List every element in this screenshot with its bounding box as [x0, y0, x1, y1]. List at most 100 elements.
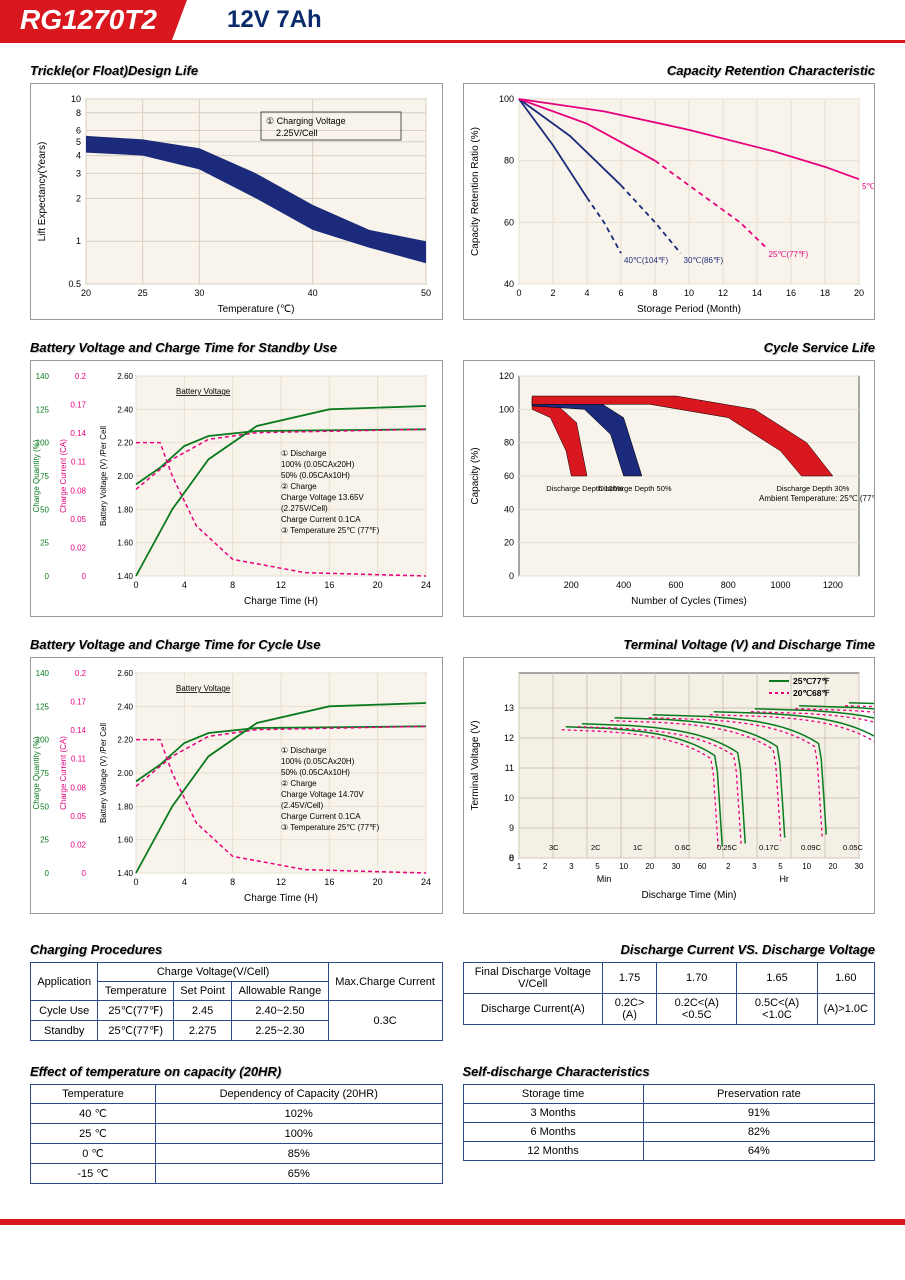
svg-text:40: 40	[503, 279, 513, 289]
svg-text:20℃68℉: 20℃68℉	[793, 688, 830, 698]
svg-text:0: 0	[508, 571, 513, 581]
svg-text:100: 100	[498, 404, 513, 414]
svg-text:30℃(86℉): 30℃(86℉)	[683, 256, 723, 265]
svg-text:100: 100	[498, 94, 513, 104]
svg-text:0: 0	[45, 869, 50, 878]
svg-text:50: 50	[40, 802, 49, 811]
svg-text:4: 4	[584, 288, 589, 298]
svg-text:10: 10	[71, 94, 81, 104]
svg-text:25: 25	[40, 539, 49, 548]
spec-text: 12V 7Ah	[227, 6, 322, 34]
svg-text:1C: 1C	[633, 843, 643, 852]
svg-text:40: 40	[503, 504, 513, 514]
svg-text:② Charge: ② Charge	[281, 779, 317, 788]
svg-text:Charge Time (H): Charge Time (H)	[244, 893, 318, 904]
svg-text:13: 13	[503, 703, 513, 713]
svg-text:(2.45V/Cell): (2.45V/Cell)	[281, 801, 324, 810]
svg-text:Hr: Hr	[779, 874, 789, 884]
svg-text:2.60: 2.60	[117, 372, 133, 381]
svg-text:25℃77℉: 25℃77℉	[793, 676, 830, 686]
svg-text:0: 0	[133, 877, 138, 887]
svg-text:2C: 2C	[591, 843, 601, 852]
svg-text:80: 80	[503, 438, 513, 448]
svg-text:25℃(77℉): 25℃(77℉)	[768, 250, 808, 259]
svg-text:0: 0	[45, 572, 50, 581]
svg-text:25: 25	[138, 288, 148, 298]
svg-text:3: 3	[569, 862, 574, 871]
svg-text:2.25V/Cell: 2.25V/Cell	[276, 128, 318, 138]
svg-text:30: 30	[854, 862, 863, 871]
svg-text:24: 24	[421, 877, 431, 887]
selfdis-title: Self-discharge Characteristics	[463, 1064, 876, 1079]
svg-text:0: 0	[508, 853, 513, 863]
svg-text:20: 20	[503, 538, 513, 548]
svg-text:Temperature (℃): Temperature (℃)	[218, 304, 295, 315]
svg-text:25: 25	[40, 836, 49, 845]
svg-text:16: 16	[324, 580, 334, 590]
svg-text:Battery Voltage: Battery Voltage	[176, 387, 231, 396]
svg-text:3: 3	[752, 862, 757, 871]
svg-text:0.11: 0.11	[71, 755, 87, 764]
svg-text:600: 600	[668, 580, 683, 590]
svg-text:Discharge Depth 50%: Discharge Depth 50%	[598, 484, 671, 493]
standby-title: Battery Voltage and Charge Time for Stan…	[30, 340, 443, 355]
svg-text:Number of Cycles (Times): Number of Cycles (Times)	[631, 596, 747, 607]
svg-text:① Discharge: ① Discharge	[281, 449, 327, 458]
cyclecharge-chart: 048121620241.401.601.802.002.202.402.600…	[30, 657, 443, 914]
trickle-chart: 0.51234568102025304050Temperature (℃)Lif…	[30, 83, 443, 320]
svg-text:Charge Quantity (%): Charge Quantity (%)	[32, 439, 41, 512]
svg-text:10: 10	[619, 862, 628, 871]
svg-text:5: 5	[595, 862, 600, 871]
svg-text:0: 0	[82, 572, 87, 581]
svg-text:0.11: 0.11	[71, 458, 87, 467]
svg-text:Terminal Voltage (V): Terminal Voltage (V)	[470, 720, 481, 810]
svg-text:1.80: 1.80	[117, 505, 133, 514]
svg-text:12: 12	[503, 733, 513, 743]
svg-text:2: 2	[550, 288, 555, 298]
svg-text:Storage Period (Month): Storage Period (Month)	[637, 304, 741, 315]
svg-text:Discharge Depth 30%: Discharge Depth 30%	[776, 484, 849, 493]
svg-text:100% (0.05CAx20H): 100% (0.05CAx20H)	[281, 460, 355, 469]
svg-text:10: 10	[503, 793, 513, 803]
svg-text:Capacity Retention Ratio (%): Capacity Retention Ratio (%)	[470, 127, 481, 256]
svg-text:8: 8	[652, 288, 657, 298]
svg-text:2.20: 2.20	[117, 439, 133, 448]
svg-text:2.40: 2.40	[117, 405, 133, 414]
svg-text:0.08: 0.08	[70, 486, 86, 495]
svg-text:20: 20	[81, 288, 91, 298]
svg-text:0.08: 0.08	[70, 783, 86, 792]
svg-text:5: 5	[778, 862, 783, 871]
svg-text:140: 140	[36, 372, 50, 381]
charging-title: Charging Procedures	[30, 942, 443, 957]
cyclecharge-title: Battery Voltage and Charge Time for Cycl…	[30, 637, 443, 652]
svg-text:80: 80	[503, 156, 513, 166]
svg-text:2: 2	[542, 862, 547, 871]
svg-text:(2.275V/Cell): (2.275V/Cell)	[281, 504, 328, 513]
svg-text:75: 75	[40, 472, 49, 481]
svg-text:12: 12	[276, 580, 286, 590]
svg-text:125: 125	[36, 702, 50, 711]
svg-text:0.6C: 0.6C	[675, 843, 691, 852]
svg-text:10: 10	[683, 288, 693, 298]
svg-text:Min: Min	[596, 874, 611, 884]
svg-text:10: 10	[802, 862, 811, 871]
cyclelife-chart: 20040060080010001200020406080100120Disch…	[463, 360, 876, 617]
retention-chart: 0246810121416182040608010040℃(104℉)30℃(8…	[463, 83, 876, 320]
svg-text:120: 120	[498, 371, 513, 381]
svg-text:Charge Current (CA): Charge Current (CA)	[59, 736, 68, 810]
svg-text:③ Temperature 25℃ (77℉): ③ Temperature 25℃ (77℉)	[281, 526, 380, 535]
tempcap-table: TemperatureDependency of Capacity (20HR)…	[30, 1084, 443, 1184]
svg-text:100% (0.05CAx20H): 100% (0.05CAx20H)	[281, 757, 355, 766]
svg-text:Charge Quantity (%): Charge Quantity (%)	[32, 736, 41, 809]
svg-text:140: 140	[36, 669, 50, 678]
svg-text:200: 200	[563, 580, 578, 590]
svg-text:1: 1	[516, 862, 521, 871]
svg-text:16: 16	[324, 877, 334, 887]
svg-text:0: 0	[82, 869, 87, 878]
svg-text:Ambient Temperature: 25℃ (77℉): Ambient Temperature: 25℃ (77℉)	[759, 494, 874, 503]
svg-text:50% (0.05CAx10H): 50% (0.05CAx10H)	[281, 768, 350, 777]
svg-text:1200: 1200	[822, 580, 842, 590]
svg-text:24: 24	[421, 580, 431, 590]
svg-text:8: 8	[230, 580, 235, 590]
dischargev-title: Discharge Current VS. Discharge Voltage	[463, 942, 876, 957]
